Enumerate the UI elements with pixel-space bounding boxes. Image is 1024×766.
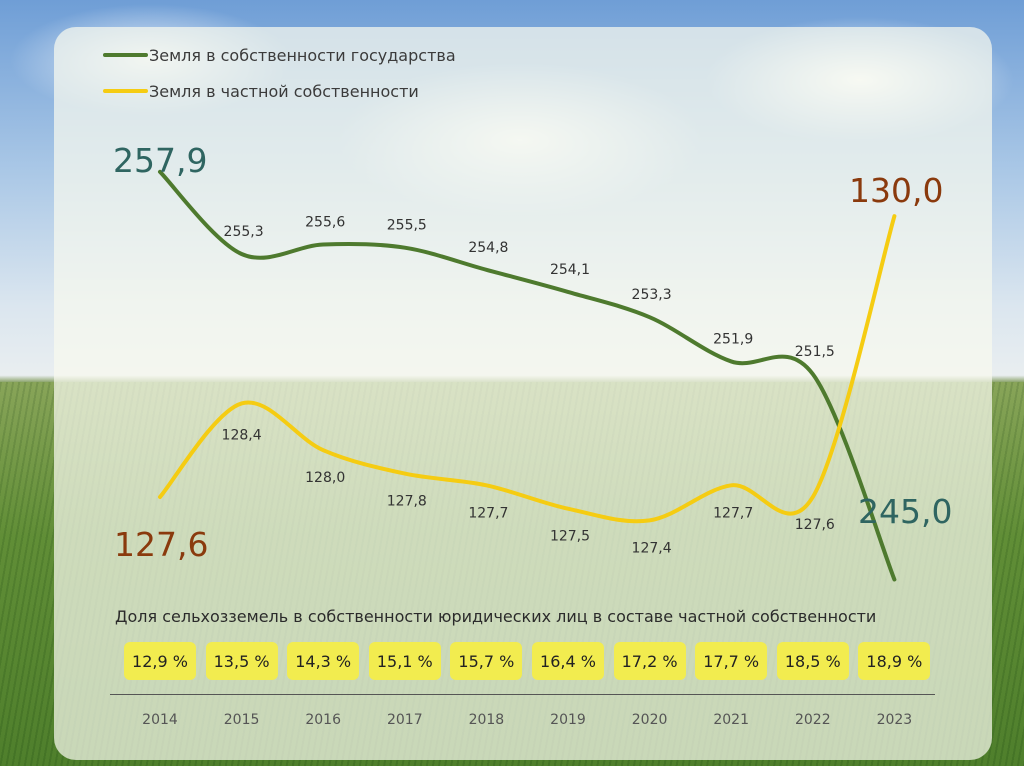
share-badge-2021: 17,7 % [695,642,768,680]
x-tick-2015: 2015 [223,712,260,728]
data-label-state-2016: 255,6 [305,215,345,231]
share-badge-2015: 13,5 % [205,642,278,680]
x-tick-2016: 2016 [305,712,341,728]
data-label-state-2021: 251,9 [713,331,753,347]
share-badge-2023: 18,9 % [858,642,931,680]
share-section-title: Доля сельхозземель в собственности юриди… [115,607,877,626]
legend: Земля в собственности государства Земля … [103,46,456,101]
data-label-private-2023: 130,0 [849,171,943,210]
data-label-state-2022: 251,5 [795,344,835,360]
data-label-private-2021: 127,7 [713,505,753,521]
data-labels-private: 127,6 128,4 128,0 127,8 127,7 127,5 127,4 127,7… [114,171,943,564]
share-badge-2020: 17,2 % [613,642,686,680]
data-label-private-2014: 127,6 [114,525,208,564]
data-label-private-2020: 127,4 [632,540,672,556]
share-badge-2016: 14,3 % [287,642,360,680]
x-tick-2018: 2018 [468,712,505,728]
data-label-state-2019: 254,1 [550,262,590,278]
data-label-private-2022: 127,6 [795,517,835,533]
x-tick-2020: 2020 [631,712,668,728]
data-label-state-2018: 254,8 [468,240,508,256]
data-label-private-2015: 128,4 [222,427,262,443]
data-labels-state: 257,9 255,3 255,6 255,5 254,8 254,1 253,3 251,9… [113,141,952,531]
series-line-state [158,169,897,582]
data-label-private-2018: 127,7 [468,505,508,521]
share-badge-2019: 16,4 % [532,642,604,680]
data-label-private-2017: 127,8 [387,494,427,510]
x-tick-2023: 2023 [876,712,913,728]
x-tick-2021: 2021 [713,712,749,728]
share-badge-2014: 12,9 % [124,642,196,680]
chart-panel [54,27,992,760]
x-tick-2014: 2014 [142,712,178,728]
x-axis-line [110,694,935,695]
data-label-state-2014: 257,9 [113,141,207,180]
x-tick-2017: 2017 [386,712,423,728]
x-tick-2022: 2022 [794,712,831,728]
series-line-private [158,214,897,524]
data-label-state-2023: 245,0 [858,492,952,531]
data-label-state-2020: 253,3 [632,287,672,303]
data-label-state-2015: 255,3 [224,224,264,240]
share-badge-2018: 15,7 % [450,642,523,680]
legend-label-private: Земля в частной собственности [149,82,419,101]
x-tick-2019: 2019 [550,712,586,728]
share-badge-2022: 18,5 % [776,642,849,680]
legend-label-state: Земля в собственности государства [149,46,456,65]
share-badge-2017: 15,1 % [368,642,441,680]
data-label-private-2016: 128,0 [305,470,345,486]
data-label-state-2017: 255,5 [387,218,427,234]
data-label-private-2019: 127,5 [550,529,590,545]
